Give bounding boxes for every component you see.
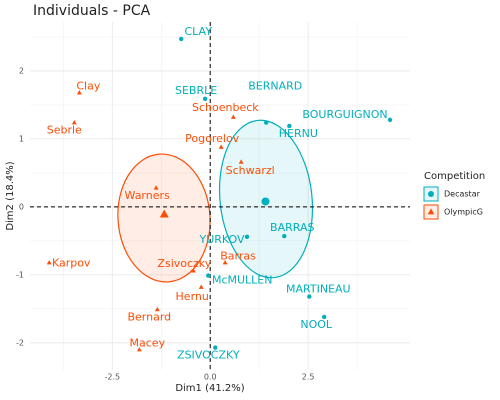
point-label: CLAY xyxy=(184,25,212,38)
y-tick-label: 2 xyxy=(19,66,24,75)
point xyxy=(230,114,236,119)
y-tick-label: -1 xyxy=(16,270,24,279)
point-label: SEBRLE xyxy=(175,84,217,97)
point xyxy=(222,259,228,265)
group-mean xyxy=(261,197,270,206)
point-label: Sebrle xyxy=(47,124,82,137)
point-label: BERNARD xyxy=(248,80,302,93)
point-label: Barras xyxy=(220,250,256,263)
point-label: Warners xyxy=(125,189,171,202)
x-tick-label: 2.5 xyxy=(302,373,315,382)
x-tick-label: -2.5 xyxy=(104,373,120,382)
point xyxy=(179,36,184,42)
y-tick-label: 1 xyxy=(19,134,24,143)
y-tick-label: -2 xyxy=(16,338,24,347)
point-label: Schwarzl xyxy=(226,164,275,177)
point-label: Pogorelov xyxy=(185,132,240,145)
point-label: Clay xyxy=(76,80,100,93)
point-label: MARTINEAU xyxy=(286,283,351,296)
point xyxy=(307,294,312,299)
point-label: YURKOV xyxy=(199,233,245,246)
point xyxy=(71,119,77,125)
point-label: Bernard xyxy=(127,311,171,324)
point xyxy=(190,268,196,273)
legend-marker xyxy=(428,191,434,197)
point-label: NOOL xyxy=(300,318,333,331)
point xyxy=(46,259,52,265)
point xyxy=(213,345,218,350)
legend-label: OlympicG xyxy=(444,208,483,217)
point-label: BARRAS xyxy=(270,221,314,234)
point-label: Zsivoczky xyxy=(157,257,211,270)
point xyxy=(136,346,142,352)
point xyxy=(282,233,287,239)
point xyxy=(264,120,269,125)
point xyxy=(76,90,82,95)
point xyxy=(153,185,159,190)
legend-title: Competition xyxy=(424,171,485,182)
x-axis-title: Dim1 (41.2%) xyxy=(175,383,244,394)
point xyxy=(202,96,208,102)
point xyxy=(387,117,393,123)
point-label: Hernu xyxy=(176,290,209,303)
point-label: ZSIVOCZKY xyxy=(177,349,240,362)
chart-title: Individuals - PCA xyxy=(33,3,151,19)
legend-label: Decastar xyxy=(444,190,481,199)
point xyxy=(218,144,224,149)
point xyxy=(154,306,160,312)
point-label: HERNU xyxy=(279,127,318,140)
point xyxy=(206,273,211,278)
legend-marker xyxy=(427,208,435,215)
y-tick-label: 0 xyxy=(19,202,24,211)
group-mean xyxy=(159,209,169,218)
point xyxy=(287,123,292,129)
point xyxy=(244,234,250,239)
point-label: Karpov xyxy=(52,257,91,270)
point xyxy=(198,284,204,289)
y-axis-title: Dim2 (18.4%) xyxy=(5,161,16,230)
point-label: Schoenbeck xyxy=(192,101,259,114)
point-label: Macey xyxy=(130,337,166,350)
point xyxy=(322,314,327,320)
point-label: BOURGUIGNON xyxy=(302,108,387,121)
x-tick-label: 0.0 xyxy=(204,373,217,382)
point xyxy=(238,159,244,164)
point-label: McMULLEN xyxy=(212,274,273,287)
